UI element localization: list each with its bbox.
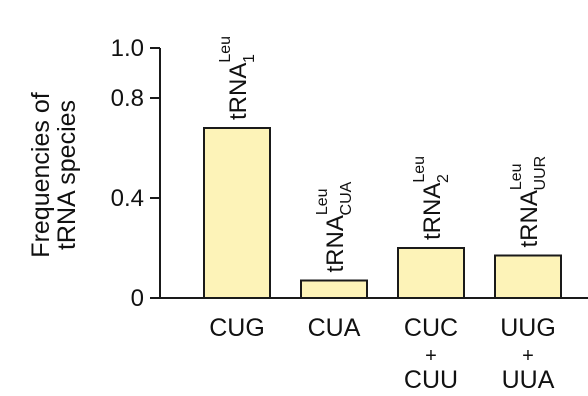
- bars: [203, 127, 562, 299]
- y-axis-label-line-1: Frequencies of: [27, 92, 55, 257]
- bar-label-2: tRNALeu 2: [411, 156, 452, 240]
- bar-1: [300, 279, 368, 299]
- bar-3: [494, 254, 562, 299]
- x-tick-label-2-0: CUC: [404, 314, 458, 342]
- y-tick-label-2: 0.8: [111, 85, 144, 112]
- bar-label-3: tRNALeu UUR: [508, 156, 549, 248]
- bar-label-0: tRNALeu 1: [217, 36, 258, 120]
- x-tick-label-3-1: +: [522, 345, 534, 367]
- bar-labels: tRNALeu 1 tRNALeu CUA tRNALeu 2 tRNALeu UUR: [217, 36, 549, 273]
- x-tick-label-3-0: UUG: [500, 314, 556, 342]
- y-tick-label-0: 0: [131, 285, 144, 312]
- x-tick-label-2-2: CUU: [404, 366, 458, 394]
- y-axis-label: Frequencies of tRNA species: [27, 92, 81, 257]
- bar-2: [397, 247, 465, 299]
- x-tick-label-1-0: CUA: [308, 314, 361, 342]
- y-axis-label-line-2: tRNA species: [53, 100, 81, 250]
- x-tick-label-2-1: +: [425, 345, 437, 367]
- y-tick-label-1: 0.4: [111, 185, 144, 212]
- y-axis: 0 0.4 0.8 1.0: [111, 35, 161, 312]
- y-tick-label-3: 1.0: [111, 35, 144, 62]
- x-tick-label-3-2: UUA: [502, 366, 555, 394]
- x-tick-label-0-0: CUG: [209, 314, 265, 342]
- bar-label-1: tRNALeu CUA: [314, 181, 355, 272]
- bar-0: [203, 127, 271, 299]
